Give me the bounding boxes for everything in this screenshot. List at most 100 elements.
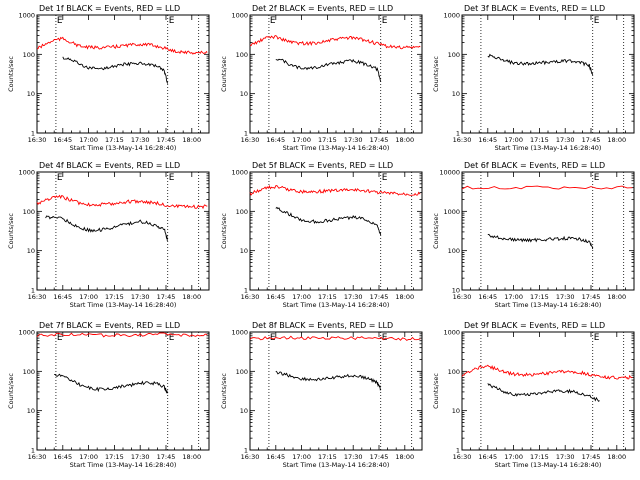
x-tick-label: 17:15 (318, 136, 337, 144)
y-tick-label: 10 (27, 90, 35, 98)
x-tick-label: 16:45 (266, 136, 285, 144)
x-tick-label: 17:30 (556, 453, 575, 461)
x-tick-label: 16:45 (53, 453, 72, 461)
x-axis-label: Start Time (13-May-14 16:28:40) (70, 144, 177, 152)
x-tick-label: 16:30 (241, 136, 260, 144)
series-line-lld (249, 184, 421, 196)
x-tick-label: 17:45 (157, 453, 176, 461)
x-tick-label: 16:30 (453, 136, 472, 144)
panel-title: Det 1f BLACK = Events, RED = LLD (39, 4, 180, 13)
y-tick-label: 1 (31, 447, 35, 455)
series-line-events (487, 383, 600, 402)
series-line-events (275, 370, 382, 391)
y-tick-label: 1 (31, 287, 35, 295)
x-axis-label: Start Time (13-May-14 16:28:40) (495, 144, 602, 152)
x-tick-label: 18:00 (395, 136, 414, 144)
x-tick-label: 16:45 (53, 136, 72, 144)
y-tick-label: 100 (448, 51, 460, 59)
x-tick-label: 17:15 (530, 453, 549, 461)
x-tick-label: 16:45 (478, 136, 497, 144)
plot-frame (36, 331, 210, 451)
panel-det-1: Det 1f BLACK = Events, RED = LLD 16:30 16:… (7, 4, 210, 152)
x-tick-label: 16:45 (478, 293, 497, 301)
time-marker-label: E (594, 173, 600, 183)
y-tick-label: 1000 (18, 169, 35, 177)
y-tick-label: 1000 (443, 208, 460, 216)
x-tick-label: 16:45 (478, 453, 497, 461)
y-tick-label: 1000 (231, 169, 248, 177)
series-line-events (275, 206, 382, 236)
x-tick-label: 17:30 (131, 136, 150, 144)
series-line-events (275, 58, 382, 82)
x-tick-label: 16:30 (28, 136, 47, 144)
y-tick-label: 1 (456, 447, 460, 455)
x-axis-label: Start Time (13-May-14 16:28:40) (495, 301, 602, 309)
series-line-events (487, 53, 594, 76)
x-tick-label: 17:15 (105, 293, 124, 301)
panel-title: Det 4f BLACK = Events, RED = LLD (39, 161, 180, 170)
time-marker-label: E (270, 16, 276, 26)
y-tick-label: 100 (236, 368, 248, 376)
x-axis-label: Start Time (13-May-14 16:28:40) (70, 301, 177, 309)
y-tick-label: 1000 (231, 329, 248, 337)
x-tick-label: 17:30 (344, 293, 363, 301)
y-tick-label: 1000 (443, 12, 460, 20)
y-tick-label: 1 (31, 130, 35, 138)
series-line-lld (461, 364, 633, 380)
series-line-lld (36, 194, 208, 210)
x-tick-label: 17:00 (79, 293, 98, 301)
panel-title: Det 3f BLACK = Events, RED = LLD (464, 4, 605, 13)
plot-frame (461, 14, 635, 134)
x-tick-label: 17:15 (318, 453, 337, 461)
panel-det-6: Det 6f BLACK = Events, RED = LLD 16:30 16:… (432, 161, 635, 309)
time-marker-label: E (382, 333, 388, 343)
time-marker-label: E (169, 16, 175, 26)
x-tick-label: 17:45 (582, 136, 601, 144)
series-line-lld (36, 332, 208, 338)
x-tick-label: 18:00 (395, 453, 414, 461)
x-tick-label: 17:15 (530, 136, 549, 144)
time-marker-label: E (57, 173, 63, 183)
y-tick-label: 1 (244, 447, 248, 455)
y-tick-label: 1 (244, 287, 248, 295)
y-tick-label: 10 (240, 407, 248, 415)
y-axis-label: Counts/sec (220, 213, 228, 249)
series-line-events (45, 215, 168, 242)
x-tick-label: 18:00 (395, 293, 414, 301)
y-tick-label: 1000 (443, 329, 460, 337)
x-tick-label: 17:45 (582, 293, 601, 301)
x-axis-label: Start Time (13-May-14 16:28:40) (70, 461, 177, 469)
y-tick-label: 1 (456, 130, 460, 138)
y-tick-label: 100 (236, 51, 248, 59)
panel-det-8: Det 8f BLACK = Events, RED = LLD 16:30 16:… (220, 321, 423, 469)
x-tick-label: 16:30 (453, 293, 472, 301)
plot-frame (36, 171, 210, 291)
time-marker-label: E (594, 16, 600, 26)
x-tick-label: 17:00 (292, 136, 311, 144)
x-tick-label: 17:00 (504, 136, 523, 144)
y-tick-label: 10 (27, 407, 35, 415)
time-marker-label: E (270, 333, 276, 343)
y-tick-label: 100 (23, 51, 35, 59)
x-tick-label: 16:45 (266, 293, 285, 301)
y-tick-label: 100 (23, 208, 35, 216)
panel-title: Det 9f BLACK = Events, RED = LLD (464, 321, 605, 330)
y-tick-label: 100 (448, 247, 460, 255)
y-axis-label: Counts/sec (7, 56, 15, 92)
x-tick-label: 17:30 (131, 453, 150, 461)
x-tick-label: 16:30 (241, 293, 260, 301)
x-tick-label: 17:45 (582, 453, 601, 461)
time-marker-label: E (169, 333, 175, 343)
series-line-lld (249, 34, 421, 50)
x-tick-label: 17:45 (370, 293, 389, 301)
x-tick-label: 17:45 (370, 453, 389, 461)
x-tick-label: 17:30 (131, 293, 150, 301)
x-tick-label: 16:30 (241, 453, 260, 461)
x-tick-label: 17:30 (556, 136, 575, 144)
y-axis-label: Counts/sec (7, 213, 15, 249)
x-tick-label: 18:00 (182, 453, 201, 461)
panel-det-7: Det 7f BLACK = Events, RED = LLD 16:30 16:… (7, 321, 210, 469)
x-tick-label: 16:30 (28, 453, 47, 461)
x-tick-label: 17:30 (344, 136, 363, 144)
time-marker-label: E (169, 173, 175, 183)
